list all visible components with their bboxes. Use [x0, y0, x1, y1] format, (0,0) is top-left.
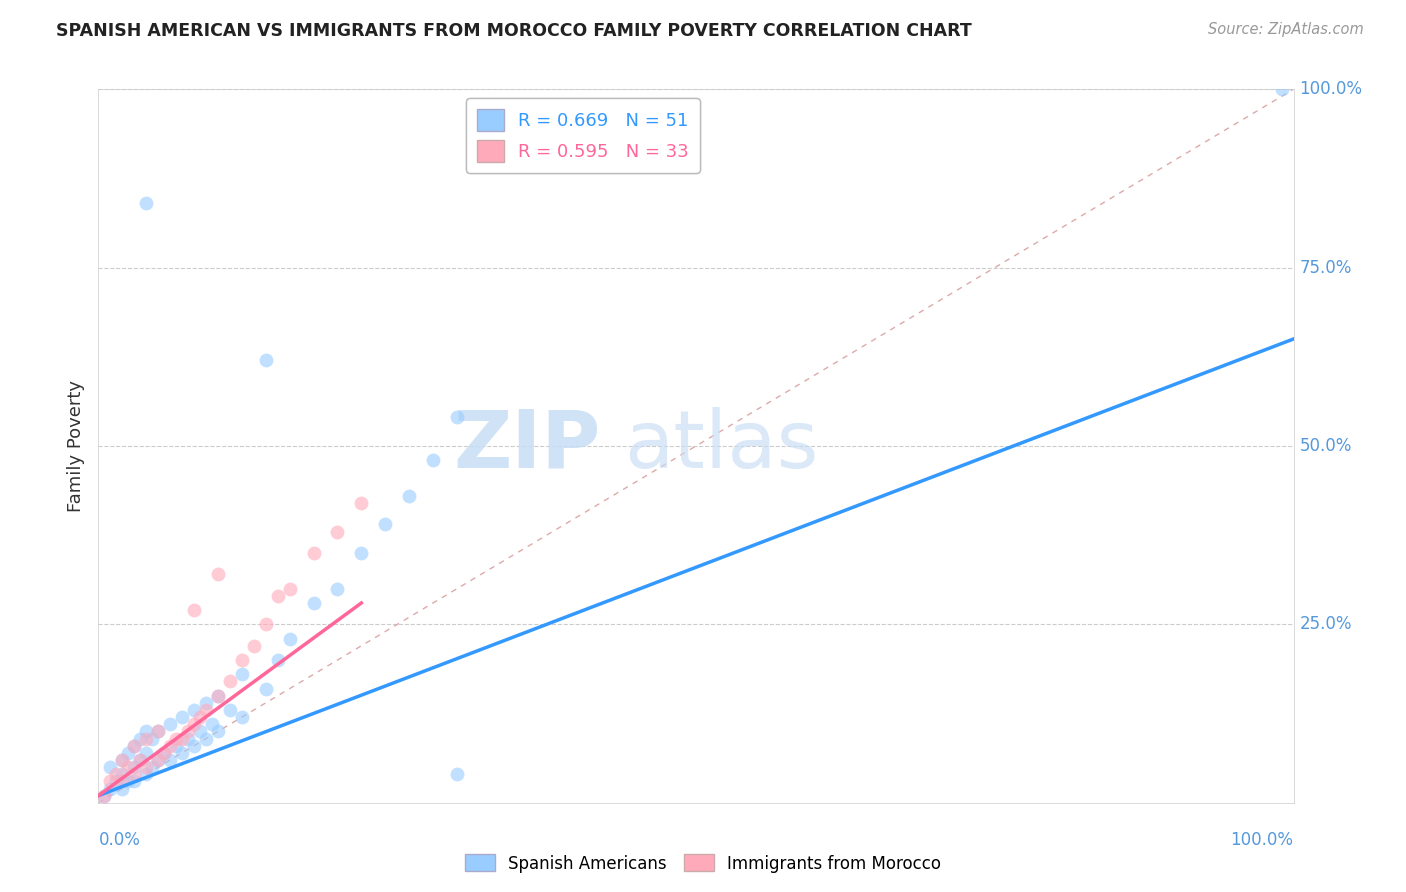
Text: 75.0%: 75.0%: [1299, 259, 1353, 277]
Point: [302, 596, 325, 610]
Point: [98, 760, 122, 774]
Point: [194, 703, 217, 717]
Point: [207, 689, 229, 703]
Point: [326, 524, 349, 539]
Y-axis label: Family Poverty: Family Poverty: [66, 380, 84, 512]
Point: [129, 753, 152, 767]
Point: [177, 724, 200, 739]
Point: [207, 689, 229, 703]
Point: [124, 739, 146, 753]
Point: [135, 760, 157, 774]
Point: [129, 753, 152, 767]
Text: SPANISH AMERICAN VS IMMIGRANTS FROM MOROCCO FAMILY POVERTY CORRELATION CHART: SPANISH AMERICAN VS IMMIGRANTS FROM MORO…: [56, 22, 972, 40]
Point: [446, 410, 468, 425]
Point: [350, 546, 373, 560]
Point: [153, 746, 176, 760]
Text: 100.0%: 100.0%: [1230, 831, 1294, 849]
Point: [153, 746, 176, 760]
Point: [278, 582, 301, 596]
Point: [374, 517, 396, 532]
Point: [267, 589, 290, 603]
Point: [194, 731, 217, 746]
Point: [183, 703, 205, 717]
Point: [148, 724, 170, 739]
Point: [188, 724, 211, 739]
Point: [117, 760, 139, 774]
Point: [446, 767, 468, 781]
Point: [124, 760, 146, 774]
Point: [172, 746, 194, 760]
Point: [159, 753, 181, 767]
Point: [148, 724, 170, 739]
Point: [135, 731, 157, 746]
Point: [135, 196, 157, 211]
Point: [159, 717, 181, 731]
Point: [105, 774, 128, 789]
Point: [177, 731, 200, 746]
Point: [267, 653, 290, 667]
Point: [254, 617, 277, 632]
Point: [165, 739, 187, 753]
Point: [98, 781, 122, 796]
Point: [254, 681, 277, 696]
Point: [105, 767, 128, 781]
Point: [135, 724, 157, 739]
Point: [93, 789, 115, 803]
Point: [111, 781, 134, 796]
Point: [172, 731, 194, 746]
Point: [135, 746, 157, 760]
Text: 0.0%: 0.0%: [98, 831, 141, 849]
Point: [207, 724, 229, 739]
Text: 50.0%: 50.0%: [1299, 437, 1353, 455]
Point: [254, 353, 277, 368]
Point: [117, 746, 139, 760]
Point: [148, 753, 170, 767]
Point: [398, 489, 420, 503]
Legend: R = 0.669   N = 51, R = 0.595   N = 33: R = 0.669 N = 51, R = 0.595 N = 33: [465, 98, 700, 173]
Point: [141, 731, 163, 746]
Point: [1271, 82, 1294, 96]
Point: [188, 710, 211, 724]
Point: [326, 582, 349, 596]
Text: 100.0%: 100.0%: [1299, 80, 1362, 98]
Point: [243, 639, 266, 653]
Point: [124, 767, 146, 781]
Text: atlas: atlas: [624, 407, 818, 485]
Point: [231, 667, 253, 681]
Point: [219, 674, 242, 689]
Text: Source: ZipAtlas.com: Source: ZipAtlas.com: [1208, 22, 1364, 37]
Point: [159, 739, 181, 753]
Point: [183, 603, 205, 617]
Point: [111, 753, 134, 767]
Point: [278, 632, 301, 646]
Point: [302, 546, 325, 560]
Point: [201, 717, 224, 731]
Text: 25.0%: 25.0%: [1299, 615, 1353, 633]
Point: [93, 789, 115, 803]
Point: [207, 567, 229, 582]
Point: [231, 710, 253, 724]
Point: [124, 739, 146, 753]
Point: [194, 696, 217, 710]
Point: [117, 774, 139, 789]
Point: [135, 767, 157, 781]
Point: [231, 653, 253, 667]
Point: [172, 710, 194, 724]
Legend: Spanish Americans, Immigrants from Morocco: Spanish Americans, Immigrants from Moroc…: [458, 847, 948, 880]
Point: [111, 774, 134, 789]
Point: [111, 767, 134, 781]
Point: [148, 753, 170, 767]
Point: [219, 703, 242, 717]
Point: [129, 731, 152, 746]
Point: [111, 753, 134, 767]
Point: [350, 496, 373, 510]
Point: [141, 760, 163, 774]
Point: [165, 731, 187, 746]
Point: [124, 774, 146, 789]
Point: [98, 774, 122, 789]
Point: [183, 739, 205, 753]
Point: [422, 453, 444, 467]
Point: [183, 717, 205, 731]
Text: ZIP: ZIP: [453, 407, 600, 485]
